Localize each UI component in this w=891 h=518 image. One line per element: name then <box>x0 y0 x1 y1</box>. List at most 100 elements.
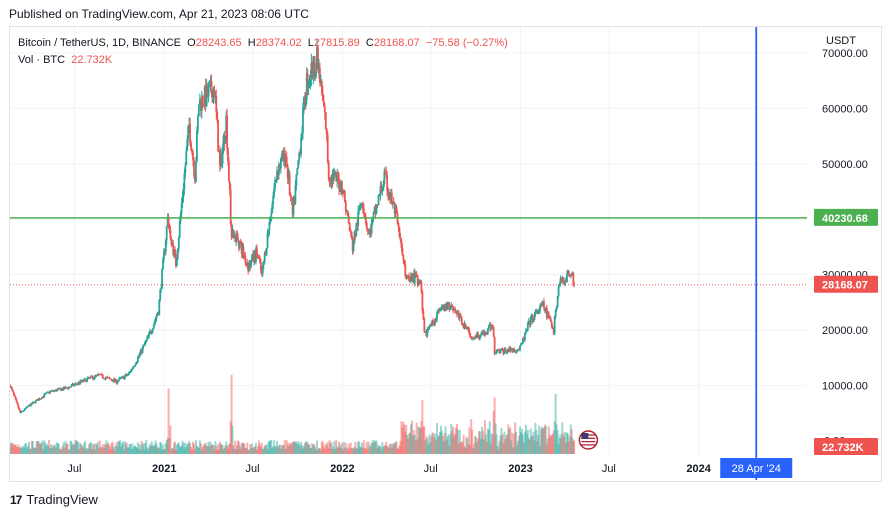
volume-bar <box>320 440 323 454</box>
candle-body <box>73 384 76 386</box>
candle-body <box>103 378 106 380</box>
volume-bar <box>173 442 176 454</box>
candle-body <box>350 231 353 239</box>
candle-body <box>195 161 197 182</box>
candle-body <box>125 374 128 376</box>
volume-bar <box>104 444 107 454</box>
volume-bar <box>527 438 530 454</box>
candle-body <box>530 316 533 318</box>
volume-bar <box>152 446 155 454</box>
volume-bar <box>362 440 365 454</box>
volume-bar <box>419 428 422 454</box>
legend-symbol[interactable]: Bitcoin / TetherUS, 1D, BINANCE <box>18 37 182 49</box>
volume-bar <box>19 448 22 454</box>
volume-bar <box>177 442 180 454</box>
volume-bar <box>147 449 150 454</box>
candle-body <box>337 174 340 179</box>
volume-bar <box>71 444 74 454</box>
volume-bar <box>127 447 130 454</box>
candle-body <box>564 280 567 285</box>
volume-bar <box>488 421 491 454</box>
volume-bar <box>542 427 545 454</box>
candle-body <box>91 376 93 378</box>
candle-body <box>355 222 358 237</box>
volume-bar <box>209 441 212 454</box>
volume-bar <box>156 447 159 454</box>
volume-bar <box>327 448 330 454</box>
candle-body <box>455 310 457 313</box>
candle-body <box>190 142 192 151</box>
candle-body <box>529 317 532 325</box>
volume-bar <box>507 424 510 454</box>
candle-body <box>145 339 148 342</box>
volume-bar <box>98 440 101 454</box>
candle-body <box>497 349 500 351</box>
candle-body <box>201 95 204 106</box>
volume-bar <box>29 448 32 454</box>
volume-bar <box>394 441 397 454</box>
candle-body <box>367 231 370 235</box>
candle-body <box>375 204 378 214</box>
candle-body <box>110 379 113 381</box>
volume-bar <box>90 448 93 454</box>
volume-bar <box>28 441 31 454</box>
candle-body <box>177 237 180 249</box>
volume-bar <box>273 440 276 454</box>
candle-body <box>46 391 49 393</box>
volume-bar <box>243 444 246 454</box>
volume-bar <box>206 445 209 454</box>
volume-bar <box>146 447 149 454</box>
candle-body <box>408 276 411 282</box>
candle-body <box>48 391 50 393</box>
footer-brand-name: TradingView <box>26 492 98 507</box>
candle-body <box>49 391 51 393</box>
volume-bar <box>429 442 432 454</box>
volume-bar <box>128 444 131 454</box>
candle-body <box>121 376 123 378</box>
candle-body <box>340 180 343 193</box>
volume-bar <box>55 442 58 454</box>
footer-brand[interactable]: 17 TradingView <box>10 492 98 507</box>
candle-body <box>127 373 130 375</box>
candle-body <box>417 281 420 285</box>
volume-bar <box>220 444 223 454</box>
candle-body <box>102 378 105 380</box>
volume-bar <box>60 448 63 454</box>
volume-bar <box>531 435 534 454</box>
volume-bar <box>79 442 82 454</box>
candle-body <box>434 318 436 324</box>
candle-body <box>216 111 219 121</box>
candle-body <box>40 398 43 400</box>
volume-bar <box>343 447 346 454</box>
candle-body <box>410 275 412 281</box>
volume-bar <box>187 443 190 454</box>
candle-body <box>184 164 187 174</box>
volume-bar <box>369 447 372 454</box>
candle-body <box>59 388 62 391</box>
candle-body <box>15 399 18 402</box>
volume-bar <box>467 443 470 454</box>
volume-bar <box>92 443 95 454</box>
candle-body <box>461 322 464 326</box>
candle-body <box>318 68 320 70</box>
candle-body <box>116 381 119 384</box>
volume-bar <box>279 448 282 454</box>
x-axis-tick-label: 2023 <box>508 463 532 475</box>
legend-volume-label[interactable]: Vol · BTC <box>18 54 66 66</box>
candle-body <box>303 97 306 106</box>
candle-body <box>340 180 342 189</box>
candle-body <box>128 372 131 374</box>
candle-body <box>84 378 87 380</box>
candle-body <box>137 357 139 362</box>
candle-body <box>194 175 196 182</box>
volume-bar <box>221 444 224 454</box>
candle-body <box>502 350 505 354</box>
y-axis-currency-label: USDT <box>826 35 856 47</box>
volume-bar <box>245 447 248 454</box>
volume-bar <box>305 441 308 454</box>
volume-bar <box>431 433 434 454</box>
volume-bar <box>58 448 61 454</box>
volume-bar <box>400 421 403 454</box>
candle-body <box>111 380 114 382</box>
